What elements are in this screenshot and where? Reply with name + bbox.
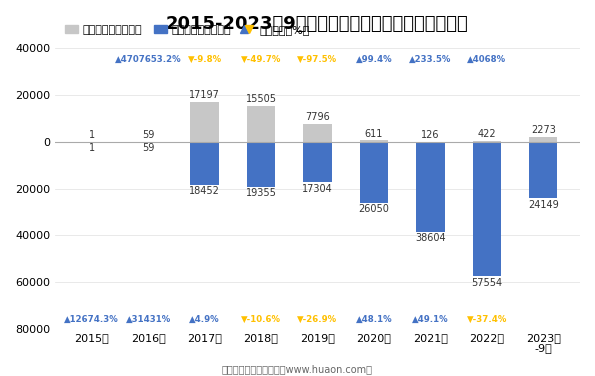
Bar (473, 141, 501, 142)
Text: 422: 422 (478, 129, 496, 139)
Legend: 出口总额（万美元）, 进口总额（万美元）, 同比增速（%）: 出口总额（万美元）, 进口总额（万美元）, 同比增速（%） (61, 20, 315, 39)
Text: 59: 59 (142, 130, 154, 140)
Text: 15505: 15505 (246, 94, 277, 104)
Text: 19355: 19355 (246, 188, 277, 199)
Bar (360, 140, 388, 142)
Text: 57554: 57554 (471, 277, 502, 288)
Text: ▼-10.6%: ▼-10.6% (241, 315, 281, 324)
Text: ▲12674.3%: ▲12674.3% (64, 315, 119, 324)
Bar (190, 102, 219, 142)
Text: 17197: 17197 (189, 90, 220, 100)
Bar (303, 124, 331, 142)
Text: ▲31431%: ▲31431% (126, 315, 171, 324)
Text: ▲4707653.2%: ▲4707653.2% (115, 55, 181, 64)
Text: ▲4.9%: ▲4.9% (189, 315, 220, 324)
Bar (303, 142, 331, 182)
Text: 17304: 17304 (302, 183, 333, 194)
Text: 59: 59 (142, 143, 154, 153)
Text: ▼-49.7%: ▼-49.7% (241, 55, 281, 64)
Bar (416, 142, 444, 232)
Text: 7796: 7796 (305, 112, 330, 122)
Text: 38604: 38604 (415, 233, 446, 243)
Text: 1: 1 (89, 143, 95, 153)
Text: 制图：华经产业研究院（www.huaon.com）: 制图：华经产业研究院（www.huaon.com） (222, 364, 373, 374)
Title: 2015-2023年9月成都空港保税物流中心进、出口额: 2015-2023年9月成都空港保税物流中心进、出口额 (166, 15, 469, 33)
Text: ▼-37.4%: ▼-37.4% (466, 315, 507, 324)
Text: 26050: 26050 (359, 204, 389, 214)
Text: ▲48.1%: ▲48.1% (356, 315, 392, 324)
Text: 18452: 18452 (189, 186, 220, 196)
Bar (247, 106, 275, 142)
Text: 2273: 2273 (531, 125, 556, 135)
Bar (247, 142, 275, 187)
Bar (190, 142, 219, 185)
Bar (529, 142, 558, 198)
Text: ▼-97.5%: ▼-97.5% (298, 55, 337, 64)
Text: ▼-26.9%: ▼-26.9% (298, 315, 337, 324)
Text: ▲99.4%: ▲99.4% (356, 55, 392, 64)
Text: 1: 1 (89, 130, 95, 140)
Text: 611: 611 (365, 129, 383, 139)
Text: ▲49.1%: ▲49.1% (412, 315, 449, 324)
Text: 24149: 24149 (528, 200, 559, 209)
Bar (360, 142, 388, 203)
Text: ▲233.5%: ▲233.5% (409, 55, 452, 64)
Text: ▼-9.8%: ▼-9.8% (187, 55, 222, 64)
Text: 126: 126 (421, 130, 440, 140)
Text: ▲4068%: ▲4068% (467, 55, 506, 64)
Bar (473, 142, 501, 276)
Bar (529, 136, 558, 142)
